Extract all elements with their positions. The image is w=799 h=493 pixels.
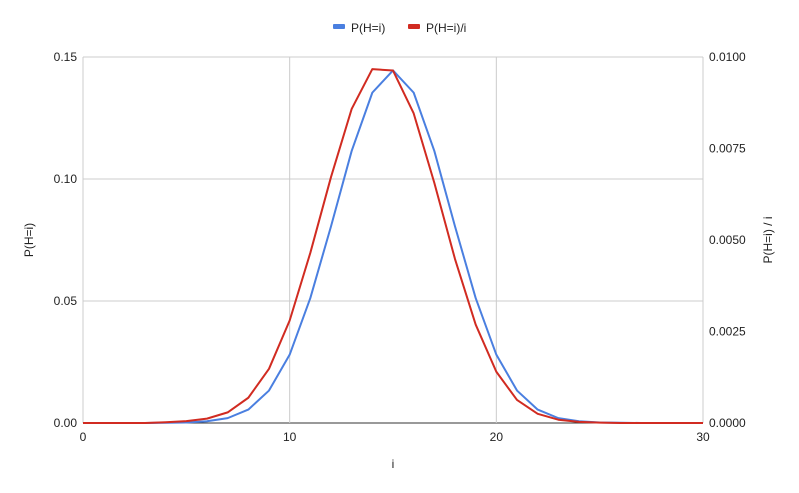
legend-swatch	[408, 24, 420, 29]
grid	[82, 56, 704, 424]
y2-tick-label: 0.0000	[709, 416, 746, 430]
y-tick-label: 0.15	[54, 50, 78, 64]
y2-axis-title: P(H=i) / i	[761, 216, 775, 263]
y-tick-label: 0.00	[54, 416, 78, 430]
x-tick-label: 30	[696, 430, 710, 444]
x-tick-label: 0	[80, 430, 87, 444]
legend: P(H=i) P(H=i)/i	[333, 21, 466, 35]
x-axis-title: i	[392, 457, 395, 471]
series-line-2	[83, 68, 703, 424]
y2-tick-label: 0.0050	[709, 233, 746, 247]
y2-tick-label: 0.0075	[709, 142, 746, 156]
y2-tick-label: 0.0025	[709, 325, 746, 339]
y-tick-label: 0.10	[54, 172, 78, 186]
y-tick-label: 0.05	[54, 294, 78, 308]
legend-label: P(H=i)	[351, 21, 385, 35]
y2-tick-label: 0.0100	[709, 50, 746, 64]
tick-labels: 0.00 0.05 0.10 0.15 0 10 20 300.0000 0.0025 0.005…	[54, 50, 746, 444]
legend-swatch	[333, 24, 345, 29]
x-tick-label: 10	[283, 430, 297, 444]
series-layer	[83, 68, 703, 424]
x-tick-label: 20	[490, 430, 504, 444]
legend-label: P(H=i)/i	[426, 21, 466, 35]
series-line-1	[83, 69, 703, 424]
y-axis-title: P(H=i)	[22, 223, 36, 257]
